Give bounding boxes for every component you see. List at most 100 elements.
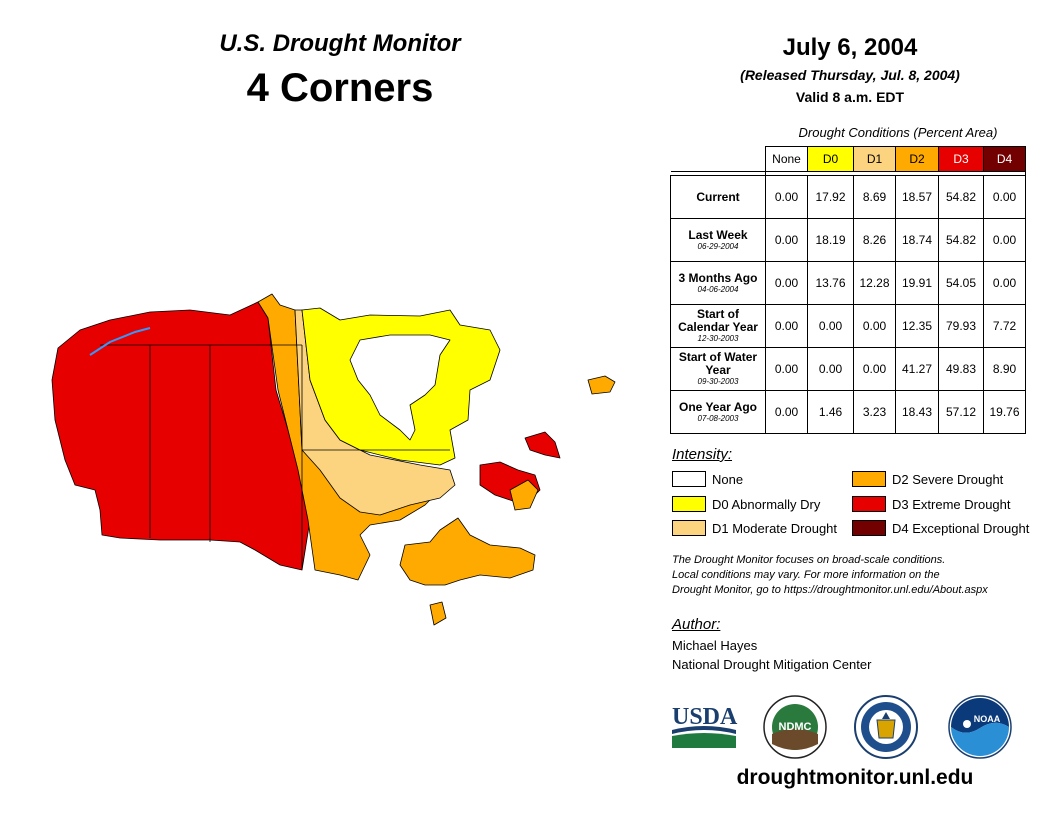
legend-item-d2: D2 Severe Drought: [852, 470, 1003, 488]
doc-seal-icon: [854, 695, 918, 759]
value-cell: 54.82: [938, 175, 984, 219]
row-label: Start of Calendar Year 12-30-2003: [670, 304, 766, 348]
value-cell: 0.00: [765, 261, 808, 305]
value-cell: 0.00: [983, 218, 1026, 262]
row-label: 3 Months Ago 04-06-2004: [670, 261, 766, 305]
website-url: droughtmonitor.unl.edu: [736, 766, 974, 789]
row-date: 12-30-2003: [697, 334, 739, 343]
col-header-d2: D2: [895, 146, 939, 172]
legend-swatch: [852, 471, 886, 487]
table-row: Current 0.00 17.92 8.69 18.57 54.82 0.00: [670, 175, 1026, 219]
row-label: Last Week 06-29-2004: [670, 218, 766, 262]
value-cell: 0.00: [853, 347, 896, 391]
region-title: 4 Corners: [246, 66, 434, 110]
col-header-d0: D0: [807, 146, 854, 172]
value-cell: 19.91: [895, 261, 939, 305]
legend-swatch: [672, 520, 706, 536]
legend-label: D3 Extreme Drought: [892, 496, 1011, 512]
row-label: Start of Water Year 09-30-2003: [670, 347, 766, 391]
map-region-d2-east-small: [587, 375, 616, 395]
map-river: [89, 327, 151, 356]
value-cell: 7.72: [983, 304, 1026, 348]
legend-item-d1: D1 Moderate Drought: [672, 519, 837, 537]
legend-label: D2 Severe Drought: [892, 471, 1004, 487]
value-cell: 0.00: [765, 347, 808, 391]
col-header-d4: D4: [983, 146, 1026, 172]
value-cell: 0.00: [765, 390, 808, 434]
legend-item-d3: D3 Extreme Drought: [852, 495, 1011, 513]
value-cell: 79.93: [938, 304, 984, 348]
svg-text:NOAA: NOAA: [974, 714, 1001, 724]
row-label: One Year Ago 07-08-2003: [670, 390, 766, 434]
table-row: Start of Water Year 09-30-2003 0.00 0.00 …: [670, 347, 1026, 391]
legend-item-none: None: [672, 470, 743, 488]
value-cell: 0.00: [765, 304, 808, 348]
author-organization: National Drought Mitigation Center: [672, 657, 872, 672]
value-cell: 54.05: [938, 261, 984, 305]
legend-label: None: [712, 471, 744, 487]
value-cell: 54.82: [938, 218, 984, 262]
ndmc-logo-icon: NDMC: [763, 695, 827, 759]
table-row: Last Week 06-29-2004 0.00 18.19 8.26 18.7…: [670, 218, 1026, 262]
value-cell: 8.90: [983, 347, 1026, 391]
value-cell: 18.57: [895, 175, 939, 219]
map-region-d2-east-mid: [509, 479, 539, 511]
value-cell: 49.83: [938, 347, 984, 391]
noaa-logo-icon: NOAA: [948, 695, 1012, 759]
value-cell: 0.00: [765, 218, 808, 262]
valid-time: Valid 8 a.m. EDT: [795, 89, 905, 105]
table-row: One Year Ago 07-08-2003 0.00 1.46 3.23 18…: [670, 390, 1026, 434]
value-cell: 12.28: [853, 261, 896, 305]
value-cell: 8.26: [853, 218, 896, 262]
author-name: Michael Hayes: [672, 638, 758, 653]
svg-text:NDMC: NDMC: [779, 721, 812, 733]
map-region-d2-east: [399, 517, 536, 586]
table-header-row: None D0 D1 D2 D3 D4: [670, 146, 1026, 172]
value-cell: 41.27: [895, 347, 939, 391]
map-region-none: [349, 334, 451, 441]
legend-label: D0 Abnormally Dry: [712, 496, 821, 512]
row-date: 04-06-2004: [697, 284, 739, 294]
table-corner-cell: [670, 146, 766, 172]
col-header-none: None: [765, 146, 808, 172]
col-header-d1: D1: [853, 146, 896, 172]
legend-swatch: [852, 520, 886, 536]
value-cell: 17.92: [807, 175, 854, 219]
table-caption: Drought Conditions (Percent Area): [798, 125, 998, 140]
value-cell: 19.76: [983, 390, 1026, 434]
legend-swatch: [672, 471, 706, 487]
legend-item-d4: D4 Exceptional Drought: [852, 519, 1029, 537]
legend-swatch: [672, 496, 706, 512]
value-cell: 18.43: [895, 390, 939, 434]
legend-label: D4 Exceptional Drought: [892, 520, 1030, 536]
value-cell: 18.74: [895, 218, 939, 262]
map-region-d3-west: [51, 301, 311, 571]
value-cell: 0.00: [853, 304, 896, 348]
col-header-d3: D3: [938, 146, 984, 172]
value-cell: 13.76: [807, 261, 854, 305]
table-row: Start of Calendar Year 12-30-2003 0.00 0.…: [670, 304, 1026, 348]
row-label: Current: [670, 175, 766, 219]
row-date: 07-08-2003: [697, 413, 739, 423]
release-date: (Released Thursday, Jul. 8, 2004): [740, 67, 960, 83]
value-cell: 12.35: [895, 304, 939, 348]
value-cell: 1.46: [807, 390, 854, 434]
value-cell: 57.12: [938, 390, 984, 434]
legend-label: D1 Moderate Drought: [712, 520, 838, 536]
drought-conditions-table: None D0 D1 D2 D3 D4 Current 0.00 17.92 8…: [670, 146, 1026, 434]
value-cell: 0.00: [807, 304, 854, 348]
row-date: 06-29-2004: [697, 241, 739, 251]
map-date: July 6, 2004: [782, 34, 918, 61]
author-heading: Author:: [672, 616, 721, 633]
svg-text:USDA: USDA: [672, 704, 738, 730]
legend-item-d0: D0 Abnormally Dry: [672, 495, 820, 513]
drought-map: [51, 293, 616, 626]
map-title: U.S. Drought Monitor: [219, 30, 461, 57]
value-cell: 0.00: [983, 261, 1026, 305]
legend-swatch: [852, 496, 886, 512]
row-date: 09-30-2003: [697, 377, 739, 386]
map-region-d2-east-tiny: [429, 601, 447, 626]
disclaimer-note: The Drought Monitor focuses on broad-sca…: [672, 554, 988, 596]
value-cell: 0.00: [807, 347, 854, 391]
legend-title: Intensity:: [672, 446, 733, 463]
